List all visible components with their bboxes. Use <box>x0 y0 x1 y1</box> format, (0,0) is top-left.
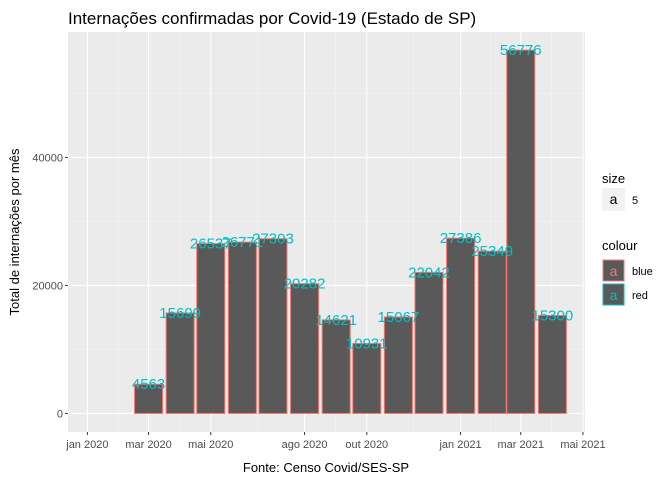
data-label: 26537 <box>190 236 232 253</box>
y-tick-label: 20000 <box>32 280 63 292</box>
legend-size-key <box>602 188 625 211</box>
legend-colour-key-red-glyph: a <box>610 287 618 303</box>
bar <box>477 250 507 414</box>
data-label: 20282 <box>284 276 326 293</box>
data-label: 25349 <box>471 243 513 260</box>
data-label: 4563 <box>132 376 165 393</box>
data-label: 27303 <box>252 231 294 248</box>
bar <box>258 238 288 414</box>
bar <box>321 319 351 414</box>
x-tick-label: mai 2020 <box>188 439 233 451</box>
bar <box>383 316 413 414</box>
x-tick-label: jan 2020 <box>65 439 108 451</box>
x-tick-label: mar 2021 <box>498 439 544 451</box>
legend-colour-key-blue-glyph: a <box>610 263 618 279</box>
data-label: 15699 <box>159 305 201 322</box>
legend-size-title: size <box>602 171 625 186</box>
legend-size-label: 5 <box>632 195 638 207</box>
bar <box>165 312 195 414</box>
legend-colour-label-blue: blue <box>632 266 653 278</box>
y-axis-title: Total de internações por mês <box>7 148 22 315</box>
bar <box>446 237 476 414</box>
bar <box>537 315 567 414</box>
data-label: 27386 <box>440 230 482 247</box>
x-tick-label: mai 2021 <box>560 439 605 451</box>
x-tick-label: out 2020 <box>345 439 388 451</box>
legend-colour-key-blue <box>602 259 625 282</box>
data-label: 26771 <box>222 234 264 251</box>
data-label: 15300 <box>532 308 574 325</box>
data-label: 10931 <box>346 335 388 352</box>
bar <box>134 383 164 414</box>
y-tick-label: 40000 <box>32 152 63 164</box>
bar <box>290 283 320 414</box>
bar <box>506 49 536 414</box>
bars <box>134 49 567 414</box>
legend-colour-title: colour <box>602 238 638 253</box>
legend-colour-key-red <box>602 283 625 306</box>
bar <box>227 241 257 414</box>
x-axis-title: Fonte: Censo Covid/SES-SP <box>243 460 409 475</box>
legend: size a 5 colour a blue a red <box>602 171 653 306</box>
data-label: 15067 <box>378 309 420 326</box>
x-tick-label: mar 2020 <box>125 439 171 451</box>
bar <box>414 271 444 414</box>
legend-size-key-glyph: a <box>610 191 618 207</box>
data-label: 14621 <box>315 312 357 329</box>
x-axis: jan 2020 mar 2020 mai 2020 ago 2020 out 2020… <box>65 432 606 451</box>
bar <box>352 342 382 414</box>
data-label: 22042 <box>408 264 450 281</box>
y-axis: 0 20000 40000 <box>32 152 68 420</box>
bar <box>196 243 226 414</box>
chart-title: Internações confirmadas por Covid-19 (Es… <box>68 9 476 28</box>
legend-colour-label-red: red <box>632 290 648 302</box>
y-tick-label: 0 <box>57 408 63 420</box>
data-label: 56776 <box>500 42 542 59</box>
x-tick-label: ago 2020 <box>282 439 328 451</box>
x-tick-label: jan 2021 <box>438 439 481 451</box>
